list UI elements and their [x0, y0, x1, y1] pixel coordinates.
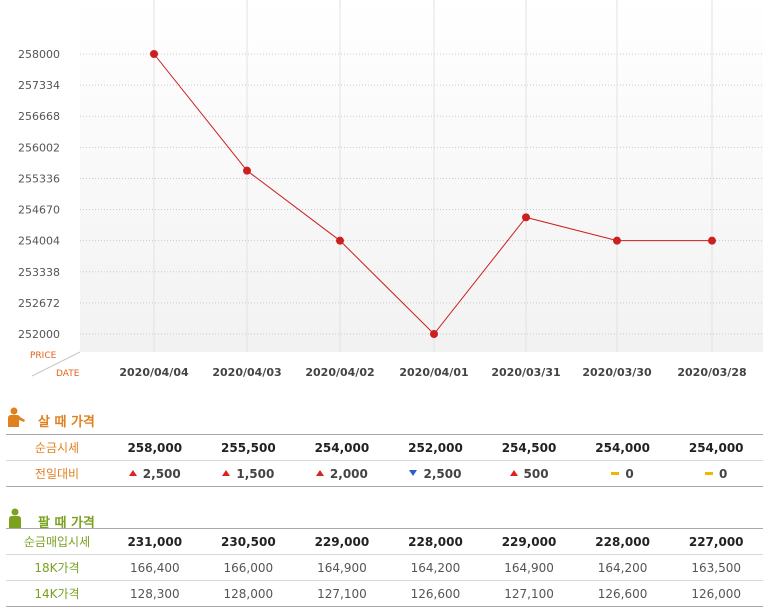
- row-label: 18K가격: [34, 561, 80, 575]
- up-arrow-icon: [128, 470, 137, 476]
- data-point: [708, 236, 716, 245]
- price-row: 14K가격 128,300 128,000 127,100 126,600 127,100…: [6, 581, 763, 607]
- price-cell: 126,600: [410, 586, 461, 601]
- price-cell: 255,500: [221, 440, 276, 455]
- price-cell: 229,000: [501, 534, 557, 549]
- change-cell: 2,000: [295, 461, 389, 487]
- price-cell: 258,000: [127, 440, 183, 455]
- change-value: 2,000: [329, 466, 368, 481]
- price-cell: 166,400: [129, 560, 180, 575]
- x-tick-label: 2020/03/31: [491, 366, 560, 379]
- person-green-icon: [9, 508, 21, 528]
- change-cell: 2,500: [108, 461, 202, 487]
- price-cell: 126,600: [597, 586, 648, 601]
- up-arrow-icon: [222, 470, 231, 476]
- price-cell: 254,500: [501, 440, 557, 455]
- price-cell: 128,300: [129, 586, 180, 601]
- y-tick-label: 253338: [18, 266, 60, 279]
- x-tick-label: 2020/04/03: [212, 366, 281, 379]
- change-cell: 1,500: [202, 461, 296, 487]
- change-value: 1,500: [236, 466, 275, 481]
- change-value: 0: [719, 466, 728, 481]
- price-row: 전일대비 2,500 1,500 2,000 2,500 500 0 0: [6, 461, 763, 487]
- change-value: 500: [523, 466, 549, 481]
- flat-dash-icon: [705, 471, 713, 475]
- sell-price-table: 순금매입시세 231,000 230,500 229,000 228,000 229,00…: [6, 528, 763, 607]
- price-cell: 164,900: [504, 560, 554, 575]
- row-label: 전일대비: [34, 467, 80, 481]
- change-cell: 0: [669, 461, 763, 487]
- data-point: [613, 236, 621, 245]
- price-cell: 231,000: [127, 534, 183, 549]
- axis-corner-divider: [31, 351, 81, 377]
- flat-dash-icon: [611, 471, 620, 475]
- y-tick-label: 256002: [18, 141, 60, 154]
- y-tick-label: 257334: [18, 79, 60, 92]
- y-tick-label: 258000: [18, 48, 60, 61]
- price-cell: 163,500: [691, 560, 741, 575]
- price-cell: 126,000: [691, 586, 741, 601]
- x-tick-label: 2020/03/28: [677, 366, 746, 379]
- row-label: 순금매입시세: [23, 535, 91, 549]
- price-cell: 227,000: [688, 534, 744, 549]
- price-cell: 230,500: [221, 534, 276, 549]
- y-tick-label: 256668: [18, 110, 60, 123]
- row-label: 14K가격: [34, 587, 80, 601]
- change-cell: 500: [482, 461, 576, 487]
- price-cell: 228,000: [408, 534, 463, 549]
- price-cell: 164,900: [317, 560, 367, 575]
- price-line-chart: 258000 257334 256668 256002 255336 254670 2540…: [18, 0, 763, 379]
- y-tick-label: 252000: [18, 328, 60, 341]
- change-cell: 2,500: [389, 461, 483, 487]
- data-point: [522, 213, 530, 222]
- data-point: [430, 330, 438, 338]
- data-point: [150, 50, 158, 58]
- price-cell: 128,000: [223, 586, 274, 601]
- y-tick-label: 252672: [18, 297, 60, 310]
- price-cell: 254,000: [595, 440, 650, 455]
- up-arrow-icon: [509, 470, 518, 476]
- price-cell: 228,000: [595, 534, 650, 549]
- price-cell: 166,000: [223, 560, 274, 575]
- price-cell: 254,000: [688, 440, 744, 455]
- y-tick-label: 254670: [18, 204, 60, 217]
- sell-section-title: 팔 때 가격: [38, 516, 95, 531]
- y-tick-label: 255336: [18, 172, 60, 185]
- up-arrow-icon: [315, 470, 324, 476]
- change-cell: 0: [576, 461, 670, 487]
- change-value: 2,500: [142, 466, 181, 481]
- price-cell: 254,000: [314, 440, 370, 455]
- price-cell: 252,000: [408, 440, 463, 455]
- buy-section-title: 살 때 가격: [38, 415, 95, 430]
- price-row: 18K가격 166,400 166,000 164,900 164,200 164,900…: [6, 555, 763, 581]
- change-value: 2,500: [423, 466, 462, 481]
- price-cell: 164,200: [597, 560, 648, 575]
- x-tick-label: 2020/04/01: [399, 366, 468, 379]
- price-cell: 164,200: [410, 560, 461, 575]
- change-value: 0: [625, 466, 634, 481]
- price-row: 순금매입시세 231,000 230,500 229,000 228,000 229,00…: [6, 528, 763, 555]
- buy-price-table: 순금시세 258,000 255,500 254,000 252,000 254,500 2…: [6, 434, 763, 487]
- price-cell: 127,100: [504, 586, 554, 601]
- down-arrow-icon: [409, 470, 418, 476]
- person-orange-icon: [8, 407, 25, 427]
- row-label: 순금시세: [34, 441, 80, 455]
- price-cell: 229,000: [314, 534, 370, 549]
- x-axis-label: DATE: [56, 369, 80, 379]
- x-tick-label: 2020/04/04: [119, 366, 189, 379]
- x-tick-label: 2020/03/30: [582, 366, 652, 379]
- price-row: 순금시세 258,000 255,500 254,000 252,000 254,500 2…: [6, 434, 763, 461]
- plot-area: [80, 0, 763, 352]
- data-point: [336, 236, 344, 245]
- x-tick-label: 2020/04/02: [305, 366, 374, 379]
- data-point: [243, 166, 251, 175]
- y-axis-label: PRICE: [30, 351, 57, 361]
- y-tick-label: 254004: [18, 235, 60, 248]
- price-cell: 127,100: [317, 586, 367, 601]
